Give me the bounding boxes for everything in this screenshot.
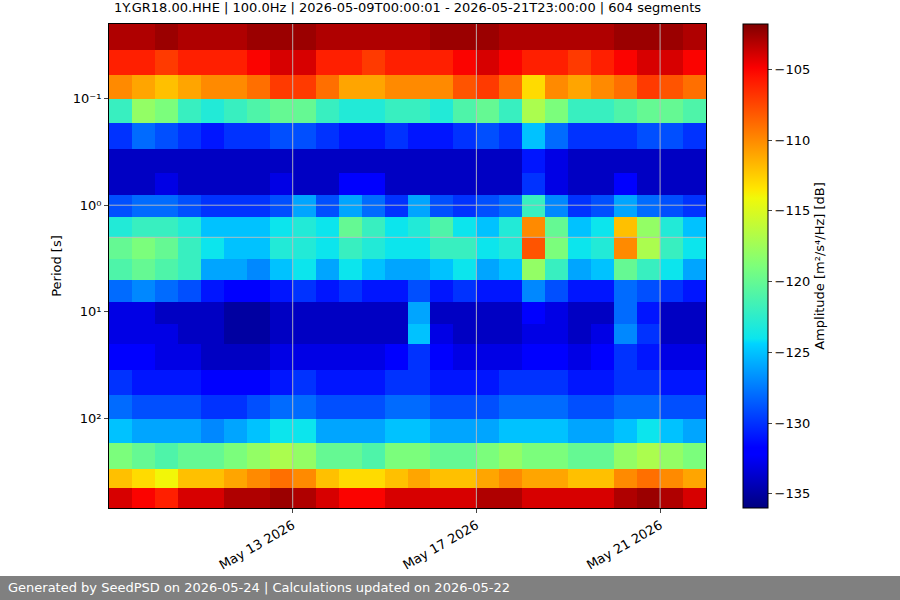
svg-text:−105: −105 bbox=[775, 62, 811, 77]
svg-text:10⁰: 10⁰ bbox=[80, 198, 102, 213]
svg-text:10¹: 10¹ bbox=[80, 304, 102, 319]
svg-text:−110: −110 bbox=[775, 133, 811, 148]
svg-text:May 17 2026: May 17 2026 bbox=[400, 517, 481, 572]
svg-text:May 21 2026: May 21 2026 bbox=[584, 517, 665, 572]
svg-text:−135: −135 bbox=[775, 486, 811, 501]
svg-text:1Y.GR18.00.HHE | 100.0Hz | 202: 1Y.GR18.00.HHE | 100.0Hz | 2026-05-09T00… bbox=[114, 0, 701, 15]
svg-text:−115: −115 bbox=[775, 203, 811, 218]
svg-text:Amplitude [m²/s⁴/Hz] [dB]: Amplitude [m²/s⁴/Hz] [dB] bbox=[812, 182, 827, 350]
svg-text:May 13 2026: May 13 2026 bbox=[217, 517, 298, 572]
svg-text:10⁻¹: 10⁻¹ bbox=[73, 91, 102, 106]
html-text:Generated by SeedPSD on 2026-0: Generated by SeedPSD on 2026-05-24 | Cal… bbox=[8, 580, 510, 595]
svg-text:10²: 10² bbox=[80, 411, 102, 426]
svg-text:−120: −120 bbox=[775, 274, 811, 289]
svg-text:−125: −125 bbox=[775, 345, 811, 360]
svg-text:−130: −130 bbox=[775, 416, 811, 431]
svg-text:Period [s]: Period [s] bbox=[49, 235, 64, 297]
